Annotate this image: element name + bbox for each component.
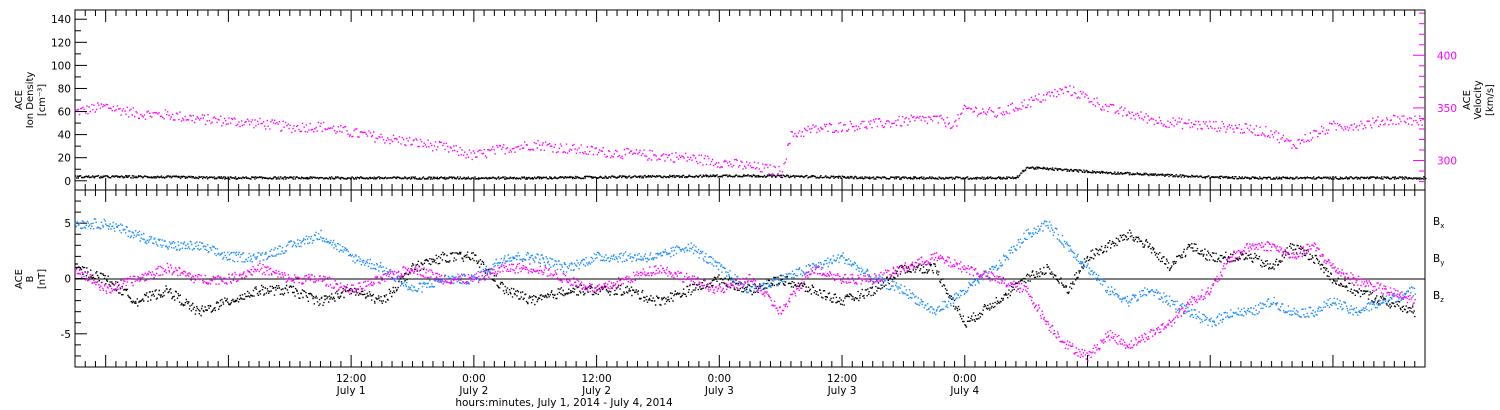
- legend-bz: Bz: [1433, 290, 1444, 304]
- legend: Bx By Bz: [1433, 216, 1444, 304]
- time-tick-label: 0:00: [953, 373, 977, 385]
- day-tick-label: July 2: [458, 385, 488, 397]
- density-tick-label: 20: [58, 153, 71, 165]
- legend-by: By: [1433, 253, 1444, 267]
- magnetic-axis-ticks: -5 0 5: [61, 200, 87, 357]
- density-tick-label: 100: [51, 60, 71, 72]
- svg-text:ACE: ACE: [14, 90, 25, 110]
- density-axis-title: ACE Ion Density [cm⁻³]: [14, 72, 48, 129]
- velocity-tick-label: 400: [1437, 50, 1457, 62]
- density-tick-label: 80: [58, 83, 71, 95]
- day-tick-label: July 4: [949, 385, 979, 397]
- svg-text:Velocity: Velocity: [1473, 80, 1484, 119]
- svg-text:ACE: ACE: [14, 269, 25, 289]
- density-tick-label: 0: [64, 176, 71, 188]
- velocity-tick-label: 300: [1437, 156, 1457, 168]
- time-tick-label: 0:00: [462, 373, 486, 385]
- density-tick-label: 40: [58, 130, 71, 142]
- time-axis-title: hours:minutes, July 1, 2014 - July 4, 20…: [455, 397, 673, 409]
- day-tick-label: July 1: [336, 385, 366, 397]
- magnetic-tick-label: -5: [61, 329, 71, 341]
- density-tick-label: 60: [58, 107, 71, 119]
- density-tick-label: 120: [51, 37, 71, 49]
- svg-text:Ion Density: Ion Density: [25, 72, 36, 129]
- top-panel-time-ticks: [74, 10, 1426, 190]
- svg-text:B: B: [25, 275, 36, 282]
- magnetic-tick-label: 5: [64, 218, 71, 230]
- ion-density-series: [74, 166, 1427, 180]
- time-tick-label: 12:00: [336, 373, 366, 385]
- magnetic-tick-label: 0: [64, 274, 71, 286]
- magnetic-axis-title: ACE B [nT]: [14, 269, 48, 289]
- time-tick-label: 0:00: [708, 373, 732, 385]
- day-tick-label: July 2: [581, 385, 611, 397]
- svg-text:ACE: ACE: [1462, 90, 1473, 110]
- bottom-panel-magnetic-field: -5 0 5: [61, 189, 1426, 368]
- time-tick-label: 12:00: [827, 373, 857, 385]
- velocity-tick-label: 350: [1437, 103, 1457, 115]
- day-tick-label: July 3: [827, 385, 857, 397]
- svg-text:[cm⁻³]: [cm⁻³]: [37, 84, 48, 116]
- density-axis-ticks: 0 20 40 60 80 100 120 140: [51, 14, 87, 188]
- svg-text:[km/s]: [km/s]: [1485, 84, 1496, 116]
- legend-bx: Bx: [1433, 216, 1444, 230]
- velocity-axis-ticks: 300 350 400: [1413, 12, 1457, 183]
- scatter-points: [74, 166, 1427, 180]
- time-axis-ticks: [74, 190, 1426, 367]
- svg-text:[nT]: [nT]: [37, 269, 48, 289]
- day-tick-label: July 3: [704, 385, 734, 397]
- time-tick-label: 12:00: [581, 373, 611, 385]
- density-tick-label: 140: [51, 14, 71, 26]
- velocity-axis-title: ACE Velocity [km/s]: [1462, 80, 1496, 119]
